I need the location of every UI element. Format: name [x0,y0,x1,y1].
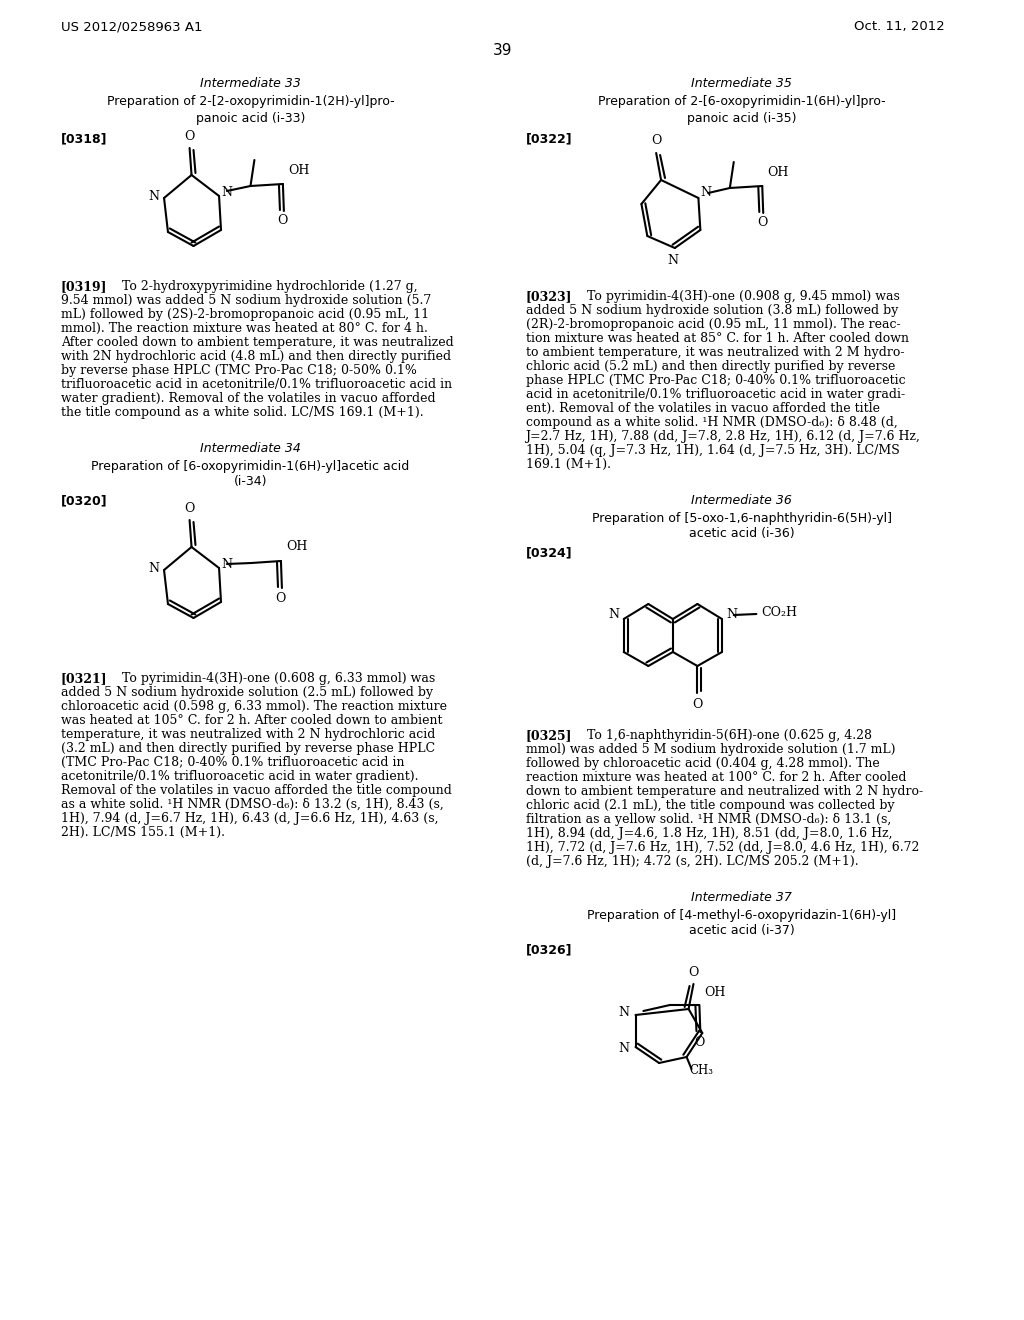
Text: N: N [148,190,160,203]
Text: reaction mixture was heated at 100° C. for 2 h. After cooled: reaction mixture was heated at 100° C. f… [525,771,906,784]
Text: mL) followed by (2S)-2-bromopropanoic acid (0.95 mL, 11: mL) followed by (2S)-2-bromopropanoic ac… [60,308,429,321]
Text: 1H), 7.94 (d, J=6.7 Hz, 1H), 6.43 (d, J=6.6 Hz, 1H), 4.63 (s,: 1H), 7.94 (d, J=6.7 Hz, 1H), 6.43 (d, J=… [60,812,438,825]
Text: chloric acid (5.2 mL) and then directly purified by reverse: chloric acid (5.2 mL) and then directly … [525,360,895,374]
Text: 1H), 7.72 (d, J=7.6 Hz, 1H), 7.52 (dd, J=8.0, 4.6 Hz, 1H), 6.72: 1H), 7.72 (d, J=7.6 Hz, 1H), 7.52 (dd, J… [525,841,919,854]
Text: O: O [692,698,702,711]
Text: Preparation of 2-[6-oxopyrimidin-1(6H)-yl]pro-: Preparation of 2-[6-oxopyrimidin-1(6H)-y… [598,95,886,108]
Text: acetonitrile/0.1% trifluoroacetic acid in water gradient).: acetonitrile/0.1% trifluoroacetic acid i… [60,770,419,783]
Text: compound as a white solid. ¹H NMR (DMSO-d₆): δ 8.48 (d,: compound as a white solid. ¹H NMR (DMSO-… [525,416,897,429]
Text: [0323]: [0323] [525,290,572,304]
Text: N: N [700,186,712,199]
Text: Preparation of [4-methyl-6-oxopyridazin-1(6H)-yl]: Preparation of [4-methyl-6-oxopyridazin-… [587,909,896,921]
Text: [0322]: [0322] [525,132,572,145]
Text: N: N [148,562,160,576]
Text: [0326]: [0326] [525,942,572,956]
Text: OH: OH [288,164,309,177]
Text: tion mixture was heated at 85° C. for 1 h. After cooled down: tion mixture was heated at 85° C. for 1 … [525,333,908,345]
Text: trifluoroacetic acid in acetonitrile/0.1% trifluoroacetic acid in: trifluoroacetic acid in acetonitrile/0.1… [60,378,452,391]
Text: acetic acid (i-36): acetic acid (i-36) [689,527,795,540]
Text: water gradient). Removal of the volatiles in vacuo afforded: water gradient). Removal of the volatile… [60,392,435,405]
Text: CH₃: CH₃ [689,1064,714,1077]
Text: (3.2 mL) and then directly purified by reverse phase HPLC: (3.2 mL) and then directly purified by r… [60,742,435,755]
Text: Preparation of [5-oxo-1,6-naphthyridin-6(5H)-yl]: Preparation of [5-oxo-1,6-naphthyridin-6… [592,512,892,525]
Text: was heated at 105° C. for 2 h. After cooled down to ambient: was heated at 105° C. for 2 h. After coo… [60,714,442,727]
Text: (TMC Pro-Pac C18; 0-40% 0.1% trifluoroacetic acid in: (TMC Pro-Pac C18; 0-40% 0.1% trifluoroac… [60,756,404,770]
Text: 39: 39 [494,44,513,58]
Text: [0321]: [0321] [60,672,108,685]
Text: O: O [757,216,767,230]
Text: (2R)-2-bromopropanoic acid (0.95 mL, 11 mmol). The reac-: (2R)-2-bromopropanoic acid (0.95 mL, 11 … [525,318,900,331]
Text: 1H), 5.04 (q, J=7.3 Hz, 1H), 1.64 (d, J=7.5 Hz, 3H). LC/MS: 1H), 5.04 (q, J=7.3 Hz, 1H), 1.64 (d, J=… [525,444,899,457]
Text: (i-34): (i-34) [233,475,267,488]
Text: temperature, it was neutralized with 2 N hydrochloric acid: temperature, it was neutralized with 2 N… [60,729,435,741]
Text: O: O [278,214,288,227]
Text: Intermediate 35: Intermediate 35 [691,77,792,90]
Text: N: N [668,253,678,267]
Text: 9.54 mmol) was added 5 N sodium hydroxide solution (5.7: 9.54 mmol) was added 5 N sodium hydroxid… [60,294,431,308]
Text: J=2.7 Hz, 1H), 7.88 (dd, J=7.8, 2.8 Hz, 1H), 6.12 (d, J=7.6 Hz,: J=2.7 Hz, 1H), 7.88 (dd, J=7.8, 2.8 Hz, … [525,430,921,444]
Text: 169.1 (M+1).: 169.1 (M+1). [525,458,610,471]
Text: filtration as a yellow solid. ¹H NMR (DMSO-d₆): δ 13.1 (s,: filtration as a yellow solid. ¹H NMR (DM… [525,813,891,826]
Text: N: N [726,609,737,622]
Text: N: N [221,186,232,198]
Text: Intermediate 34: Intermediate 34 [200,442,301,455]
Text: to ambient temperature, it was neutralized with 2 M hydro-: to ambient temperature, it was neutraliz… [525,346,904,359]
Text: O: O [184,129,195,143]
Text: Oct. 11, 2012: Oct. 11, 2012 [854,20,945,33]
Text: Preparation of [6-oxopyrimidin-1(6H)-yl]acetic acid: Preparation of [6-oxopyrimidin-1(6H)-yl]… [91,459,410,473]
Text: [0320]: [0320] [60,494,108,507]
Text: [0325]: [0325] [525,729,572,742]
Text: down to ambient temperature and neutralized with 2 N hydro-: down to ambient temperature and neutrali… [525,785,923,799]
Text: OH: OH [705,986,726,999]
Text: the title compound as a white solid. LC/MS 169.1 (M+1).: the title compound as a white solid. LC/… [60,407,424,418]
Text: OH: OH [767,165,788,178]
Text: added 5 N sodium hydroxide solution (2.5 mL) followed by: added 5 N sodium hydroxide solution (2.5… [60,686,433,700]
Text: To 1,6-naphthyridin-5(6H)-one (0.625 g, 4.28: To 1,6-naphthyridin-5(6H)-one (0.625 g, … [574,729,871,742]
Text: phase HPLC (TMC Pro-Pac C18; 0-40% 0.1% trifluoroacetic: phase HPLC (TMC Pro-Pac C18; 0-40% 0.1% … [525,374,905,387]
Text: US 2012/0258963 A1: US 2012/0258963 A1 [60,20,203,33]
Text: ent). Removal of the volatiles in vacuo afforded the title: ent). Removal of the volatiles in vacuo … [525,403,880,414]
Text: [0319]: [0319] [60,280,108,293]
Text: panoic acid (i-35): panoic acid (i-35) [687,112,797,125]
Text: 2H). LC/MS 155.1 (M+1).: 2H). LC/MS 155.1 (M+1). [60,826,225,840]
Text: O: O [651,135,662,148]
Text: To 2-hydroxypyrimidine hydrochloride (1.27 g,: To 2-hydroxypyrimidine hydrochloride (1.… [110,280,418,293]
Text: O: O [688,965,698,978]
Text: 1H), 8.94 (dd, J=4.6, 1.8 Hz, 1H), 8.51 (dd, J=8.0, 1.6 Hz,: 1H), 8.94 (dd, J=4.6, 1.8 Hz, 1H), 8.51 … [525,828,892,840]
Text: N: N [221,557,232,570]
Text: acetic acid (i-37): acetic acid (i-37) [689,924,795,937]
Text: mmol). The reaction mixture was heated at 80° C. for 4 h.: mmol). The reaction mixture was heated a… [60,322,428,335]
Text: added 5 N sodium hydroxide solution (3.8 mL) followed by: added 5 N sodium hydroxide solution (3.8… [525,304,898,317]
Text: N: N [618,1006,629,1019]
Text: After cooled down to ambient temperature, it was neutralized: After cooled down to ambient temperature… [60,337,454,348]
Text: (d, J=7.6 Hz, 1H); 4.72 (s, 2H). LC/MS 205.2 (M+1).: (d, J=7.6 Hz, 1H); 4.72 (s, 2H). LC/MS 2… [525,855,858,869]
Text: Intermediate 36: Intermediate 36 [691,494,792,507]
Text: chloroacetic acid (0.598 g, 6.33 mmol). The reaction mixture: chloroacetic acid (0.598 g, 6.33 mmol). … [60,700,446,713]
Text: chloric acid (2.1 mL), the title compound was collected by: chloric acid (2.1 mL), the title compoun… [525,799,894,812]
Text: [0318]: [0318] [60,132,108,145]
Text: N: N [608,607,620,620]
Text: with 2N hydrochloric acid (4.8 mL) and then directly purified: with 2N hydrochloric acid (4.8 mL) and t… [60,350,451,363]
Text: To pyrimidin-4(3H)-one (0.608 g, 6.33 mmol) was: To pyrimidin-4(3H)-one (0.608 g, 6.33 mm… [110,672,435,685]
Text: O: O [184,502,195,515]
Text: as a white solid. ¹H NMR (DMSO-d₆): δ 13.2 (s, 1H), 8.43 (s,: as a white solid. ¹H NMR (DMSO-d₆): δ 13… [60,799,443,810]
Text: Intermediate 37: Intermediate 37 [691,891,792,904]
Text: O: O [275,591,286,605]
Text: followed by chloroacetic acid (0.404 g, 4.28 mmol). The: followed by chloroacetic acid (0.404 g, … [525,756,880,770]
Text: acid in acetonitrile/0.1% trifluoroacetic acid in water gradi-: acid in acetonitrile/0.1% trifluoroaceti… [525,388,904,401]
Text: mmol) was added 5 M sodium hydroxide solution (1.7 mL): mmol) was added 5 M sodium hydroxide sol… [525,743,895,756]
Text: N: N [618,1043,629,1056]
Text: Removal of the volatiles in vacuo afforded the title compound: Removal of the volatiles in vacuo afford… [60,784,452,797]
Text: CO₂H: CO₂H [761,606,798,619]
Text: [0324]: [0324] [525,546,572,558]
Text: Intermediate 33: Intermediate 33 [200,77,301,90]
Text: Preparation of 2-[2-oxopyrimidin-1(2H)-yl]pro-: Preparation of 2-[2-oxopyrimidin-1(2H)-y… [106,95,394,108]
Text: by reverse phase HPLC (TMC Pro-Pac C18; 0-50% 0.1%: by reverse phase HPLC (TMC Pro-Pac C18; … [60,364,417,378]
Text: panoic acid (i-33): panoic acid (i-33) [196,112,305,125]
Text: OH: OH [286,540,307,553]
Text: To pyrimidin-4(3H)-one (0.908 g, 9.45 mmol) was: To pyrimidin-4(3H)-one (0.908 g, 9.45 mm… [574,290,899,304]
Text: O: O [694,1035,705,1048]
